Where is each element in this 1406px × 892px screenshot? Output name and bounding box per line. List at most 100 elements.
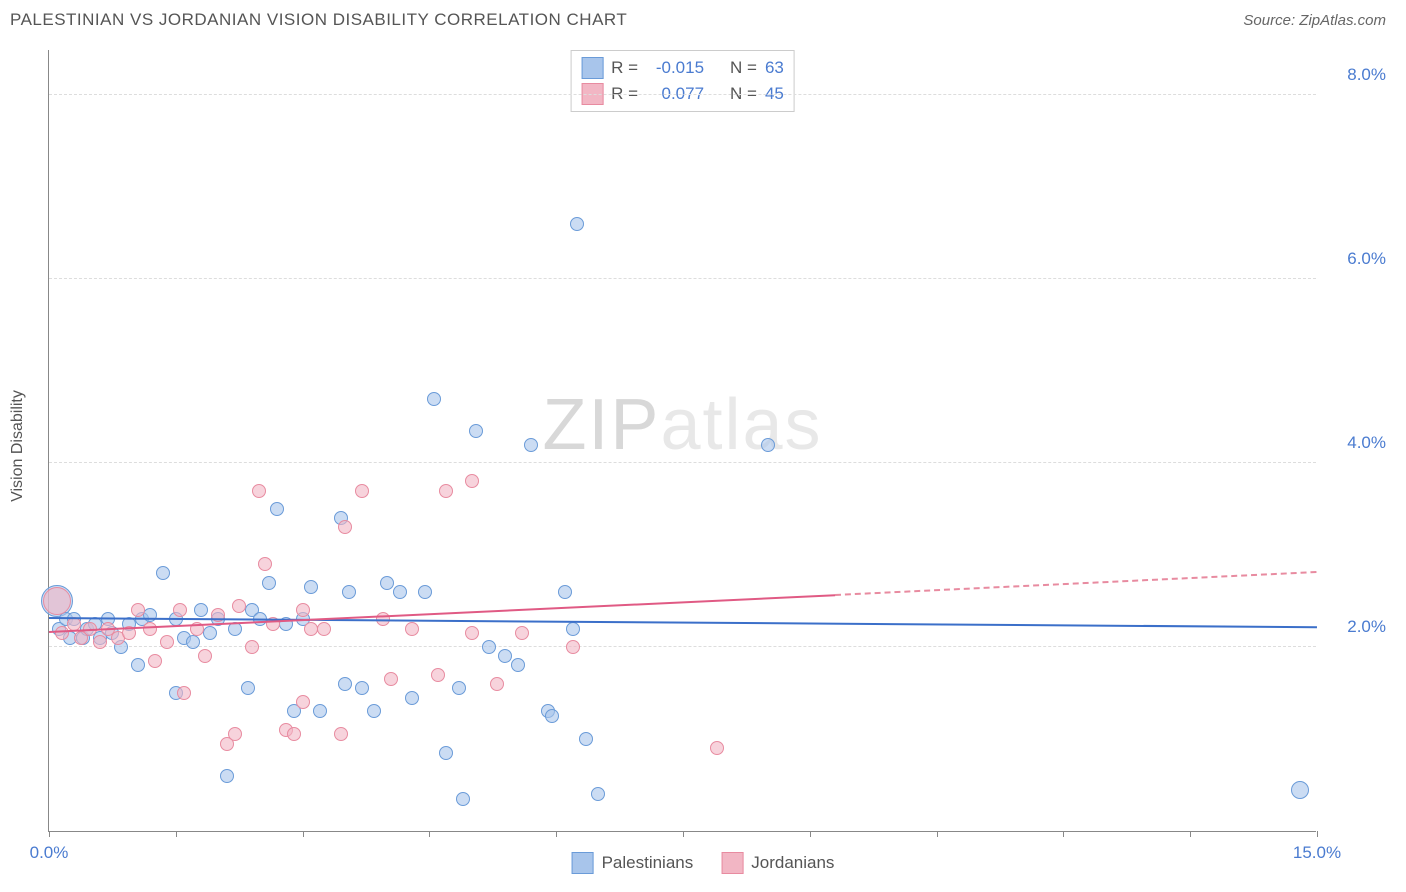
gridline [49, 94, 1316, 95]
x-tick-label: 0.0% [30, 843, 69, 863]
legend-swatch [721, 852, 743, 874]
x-tick [49, 831, 50, 837]
data-point [148, 654, 162, 668]
n-value: 63 [765, 58, 784, 78]
x-tick [683, 831, 684, 837]
data-point [43, 587, 71, 615]
data-point [131, 603, 145, 617]
gridline [49, 278, 1316, 279]
data-point [296, 695, 310, 709]
data-point [405, 622, 419, 636]
data-point [469, 424, 483, 438]
y-tick-label: 2.0% [1326, 617, 1386, 637]
data-point [579, 732, 593, 746]
trend-line [49, 594, 835, 633]
data-point [334, 727, 348, 741]
data-point [262, 576, 276, 590]
legend-label: Palestinians [602, 853, 694, 873]
data-point [338, 520, 352, 534]
data-point [570, 217, 584, 231]
data-point [338, 677, 352, 691]
data-point [355, 484, 369, 498]
legend-swatch [581, 57, 603, 79]
data-point [304, 580, 318, 594]
data-point [287, 727, 301, 741]
data-point [515, 626, 529, 640]
data-point [93, 635, 107, 649]
watermark: ZIPatlas [542, 384, 822, 466]
data-point [55, 626, 69, 640]
data-point [566, 640, 580, 654]
data-point [465, 474, 479, 488]
stats-row: R =-0.015N =63 [581, 55, 784, 81]
data-point [252, 484, 266, 498]
y-axis-label: Vision Disability [9, 390, 27, 502]
x-tick [1317, 831, 1318, 837]
data-point [439, 484, 453, 498]
y-tick-label: 6.0% [1326, 249, 1386, 269]
chart-title: PALESTINIAN VS JORDANIAN VISION DISABILI… [10, 10, 627, 30]
data-point [186, 635, 200, 649]
data-point [405, 691, 419, 705]
correlation-stats-box: R =-0.015N =63R =0.077N =45 [570, 50, 795, 112]
scatter-plot-area: ZIPatlas R =-0.015N =63R =0.077N =45 2.0… [48, 50, 1316, 832]
data-point [198, 649, 212, 663]
data-point [203, 626, 217, 640]
data-point [431, 668, 445, 682]
x-tick [429, 831, 430, 837]
data-point [456, 792, 470, 806]
data-point [342, 585, 356, 599]
gridline [49, 646, 1316, 647]
data-point [439, 746, 453, 760]
data-point [160, 635, 174, 649]
data-point [296, 603, 310, 617]
legend-label: Jordanians [751, 853, 834, 873]
x-tick [556, 831, 557, 837]
data-point [384, 672, 398, 686]
data-point [490, 677, 504, 691]
data-point [241, 681, 255, 695]
data-point [558, 585, 572, 599]
x-tick [303, 831, 304, 837]
legend-item: Jordanians [721, 852, 834, 874]
data-point [566, 622, 580, 636]
data-point [761, 438, 775, 452]
chart-header: PALESTINIAN VS JORDANIAN VISION DISABILI… [0, 0, 1406, 35]
data-point [177, 686, 191, 700]
x-tick-label: 15.0% [1293, 843, 1341, 863]
data-point [228, 727, 242, 741]
trend-line-extrapolated [835, 571, 1317, 596]
data-point [511, 658, 525, 672]
data-point [465, 626, 479, 640]
data-point [131, 658, 145, 672]
r-value: -0.015 [646, 58, 704, 78]
data-point [355, 681, 369, 695]
data-point [452, 681, 466, 695]
data-point [245, 640, 259, 654]
data-point [173, 603, 187, 617]
legend-item: Palestinians [572, 852, 694, 874]
data-point [367, 704, 381, 718]
x-tick [937, 831, 938, 837]
data-point [313, 704, 327, 718]
series-legend: Palestinians Jordanians [572, 852, 835, 874]
x-tick [810, 831, 811, 837]
data-point [1291, 781, 1309, 799]
data-point [591, 787, 605, 801]
x-tick [1190, 831, 1191, 837]
data-point [220, 769, 234, 783]
data-point [156, 566, 170, 580]
y-tick-label: 4.0% [1326, 433, 1386, 453]
data-point [143, 622, 157, 636]
data-point [317, 622, 331, 636]
data-point [232, 599, 246, 613]
data-point [258, 557, 272, 571]
data-point [380, 576, 394, 590]
data-point [393, 585, 407, 599]
legend-swatch [572, 852, 594, 874]
data-point [270, 502, 284, 516]
x-tick [1063, 831, 1064, 837]
data-point [524, 438, 538, 452]
data-point [482, 640, 496, 654]
data-point [545, 709, 559, 723]
